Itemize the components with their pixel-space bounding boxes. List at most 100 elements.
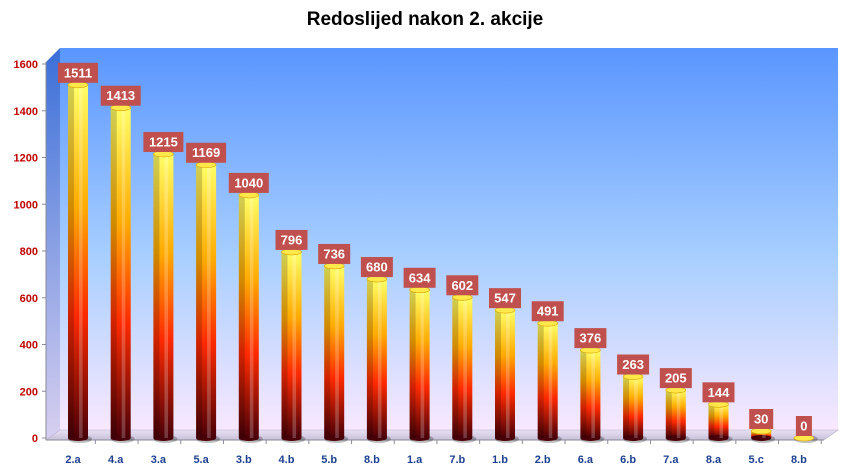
data-label: 30 xyxy=(749,408,774,429)
data-label-box xyxy=(531,301,564,322)
bar xyxy=(622,373,648,443)
data-label: 1413 xyxy=(100,85,141,106)
data-label-box xyxy=(702,382,735,403)
data-label: 144 xyxy=(702,382,735,403)
x-tick-label: 4.a xyxy=(108,454,124,466)
bar-highlight xyxy=(292,251,297,438)
bar-highlight xyxy=(335,265,339,438)
bar-shade xyxy=(580,350,587,438)
bar-body xyxy=(495,310,515,438)
bar xyxy=(537,319,562,443)
y-tick-label: 800 xyxy=(20,246,38,258)
x-tick-label: 5.c xyxy=(749,454,764,466)
data-label-text: 547 xyxy=(494,291,516,306)
data-label-text: 0 xyxy=(800,419,807,434)
bar-body xyxy=(708,404,729,438)
bar xyxy=(494,306,519,443)
x-tick-label: 6.a xyxy=(578,454,594,466)
bar-shade xyxy=(238,194,245,438)
bar-base xyxy=(110,435,131,441)
bar-body xyxy=(409,289,430,438)
x-tick-label: 1.b xyxy=(492,454,508,466)
data-label: 0 xyxy=(795,416,812,436)
x-tick-label: 1.a xyxy=(407,454,423,466)
bar-highlight xyxy=(762,430,766,438)
x-tick-label: 3.a xyxy=(151,454,167,466)
data-label-box xyxy=(360,257,393,278)
data-label: 1511 xyxy=(58,62,98,83)
bar-base xyxy=(409,435,430,441)
bar-highlight xyxy=(79,84,83,439)
bar xyxy=(793,434,818,443)
x-tick-label: 8.b xyxy=(364,454,380,466)
data-label-box xyxy=(58,62,98,83)
data-label: 634 xyxy=(403,267,436,288)
x-tick-label: 2.b xyxy=(535,454,551,466)
bar-body xyxy=(196,164,217,438)
data-label-text: 634 xyxy=(409,270,431,285)
y-tick-label: 1000 xyxy=(14,199,38,211)
data-label-box xyxy=(574,328,607,349)
data-label-text: 263 xyxy=(622,357,644,372)
bar-highlight xyxy=(207,164,211,438)
y-tick-label: 0 xyxy=(32,433,38,445)
data-label-text: 1215 xyxy=(149,134,178,149)
bar-body xyxy=(110,107,131,439)
bar-highlight xyxy=(634,376,638,438)
bar-base xyxy=(580,435,601,441)
data-label-text: 796 xyxy=(281,232,303,247)
bar xyxy=(580,346,605,443)
bar-body xyxy=(153,153,174,438)
bar-highlight xyxy=(121,107,126,439)
x-tick-label: 7.b xyxy=(449,454,465,466)
bar-body xyxy=(751,430,772,438)
data-label-box xyxy=(100,85,141,106)
data-label: 1169 xyxy=(186,142,227,163)
data-label: 1215 xyxy=(143,131,184,152)
y-tick-label: 1200 xyxy=(14,153,38,165)
bar-base xyxy=(281,435,302,441)
bar-shade xyxy=(196,164,203,438)
data-label-box xyxy=(617,354,650,375)
data-label-box xyxy=(403,267,436,288)
x-tick-label: 5.b xyxy=(321,454,337,466)
bar-shade xyxy=(366,279,373,438)
data-label-text: 1511 xyxy=(64,65,92,80)
bar-body xyxy=(68,84,88,439)
data-label-text: 680 xyxy=(366,260,388,275)
bar-shade xyxy=(751,430,758,438)
bar-body xyxy=(238,194,259,438)
x-tick-label: 4.b xyxy=(279,454,295,466)
bar-body xyxy=(281,251,302,438)
bar-shade xyxy=(537,323,544,438)
bar-base xyxy=(751,435,772,441)
bar-shade xyxy=(409,289,416,438)
bar-body xyxy=(324,265,345,438)
data-label-text: 736 xyxy=(323,246,345,261)
data-label: 263 xyxy=(617,354,650,375)
bar xyxy=(153,150,178,443)
data-label: 376 xyxy=(574,328,607,349)
bar-base xyxy=(623,435,644,441)
data-label: 1040 xyxy=(228,172,269,193)
bar-shade xyxy=(153,153,160,438)
data-label-text: 602 xyxy=(451,278,473,293)
bar-highlight xyxy=(463,297,467,438)
y-tick-label: 200 xyxy=(20,386,38,398)
bar-shade xyxy=(495,310,501,438)
bar-shade xyxy=(452,297,459,438)
bar xyxy=(281,248,306,443)
x-tick-label: 3.b xyxy=(236,454,252,466)
bar-base xyxy=(153,435,174,441)
bar xyxy=(323,262,349,443)
bar-highlight xyxy=(548,323,553,438)
data-label-box xyxy=(143,131,184,152)
bar-body xyxy=(452,297,473,438)
bar xyxy=(708,401,733,443)
bar xyxy=(409,286,434,443)
bar-body xyxy=(366,279,387,438)
bar xyxy=(451,293,477,443)
bar-body xyxy=(580,350,601,438)
data-label-box xyxy=(795,416,812,436)
bar-shade xyxy=(623,376,630,438)
